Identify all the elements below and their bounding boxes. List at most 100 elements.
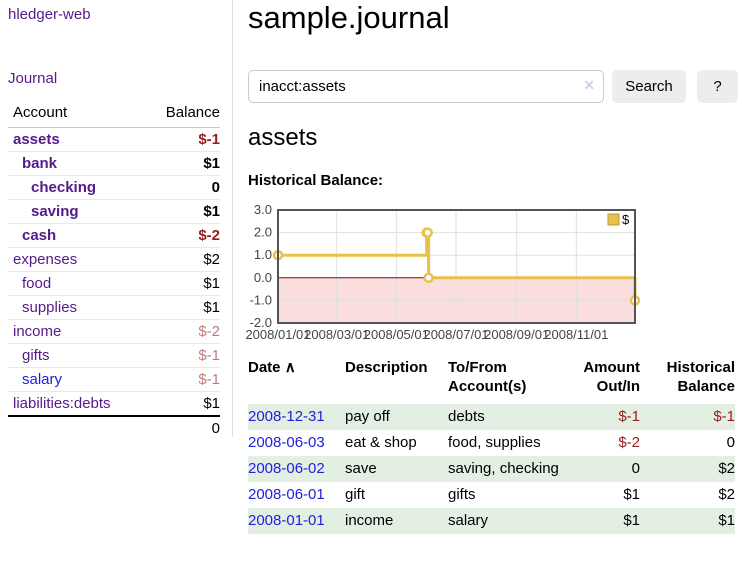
- svg-text:1.0: 1.0: [254, 247, 272, 262]
- app-title-link[interactable]: hledger-web: [8, 6, 91, 23]
- balance-chart: 3.0 2.0 1.0 0.0 -1.0 -2.0 2008/01/01 2008/03/01…: [244, 202, 648, 345]
- account-balance: $2: [203, 251, 220, 268]
- account-link[interactable]: assets: [13, 131, 60, 148]
- transaction-balance: 0: [726, 434, 735, 451]
- register-header-balance: Historical Balance: [666, 359, 735, 395]
- transaction-description: save: [345, 460, 377, 477]
- svg-text:2008/11/01: 2008/11/01: [544, 327, 608, 342]
- account-link[interactable]: food: [22, 275, 52, 292]
- nav-journal-link[interactable]: Journal: [8, 70, 58, 87]
- transaction-amount: $-2: [618, 434, 640, 451]
- svg-text:-2.0: -2.0: [250, 315, 272, 330]
- transaction-accounts: saving, checking: [448, 460, 559, 477]
- accounts-table: Account Balance assets $-1 bank $1 check…: [8, 102, 220, 440]
- account-row: expenses $2: [8, 247, 220, 272]
- transaction-amount: $-1: [618, 408, 640, 425]
- account-balance: $1: [203, 203, 220, 220]
- account-link[interactable]: expenses: [13, 251, 78, 268]
- legend-label: $: [622, 212, 630, 227]
- legend-swatch: [607, 213, 620, 226]
- account-link[interactable]: cash: [22, 227, 57, 244]
- transaction-description: pay off: [345, 408, 390, 425]
- account-link[interactable]: gifts: [22, 347, 50, 364]
- transaction-balance: $-1: [713, 408, 735, 425]
- register-table: Date ∧ Description To/From Account(s) Am…: [248, 358, 735, 534]
- transaction-accounts: gifts: [448, 486, 476, 503]
- account-row: gifts $-1: [8, 343, 220, 368]
- svg-text:2008/01/01: 2008/01/01: [245, 327, 310, 342]
- accounts-header-balance: Balance: [146, 102, 220, 128]
- account-row: cash $-2: [8, 223, 220, 248]
- svg-text:2008/05/01: 2008/05/01: [364, 327, 429, 342]
- register-row: 2008-06-01 gift gifts $1 $2: [248, 482, 735, 508]
- transaction-amount: $1: [623, 512, 640, 529]
- account-balance: $-1: [198, 371, 220, 388]
- account-balance: $-1: [198, 347, 220, 364]
- main-content: sample.journal ✕ Search ? assets Histori…: [245, 0, 742, 582]
- transaction-accounts: food, supplies: [448, 434, 541, 451]
- account-link[interactable]: bank: [22, 155, 58, 172]
- account-link[interactable]: salary: [22, 371, 63, 388]
- search-button[interactable]: Search: [612, 70, 686, 103]
- account-row: salary $-1: [8, 367, 220, 392]
- transaction-accounts: debts: [448, 408, 485, 425]
- register-row: 2008-01-01 income salary $1 $1: [248, 508, 735, 534]
- account-link[interactable]: income: [13, 323, 62, 340]
- transaction-description: gift: [345, 486, 366, 503]
- svg-text:2008/09/01: 2008/09/01: [484, 327, 549, 342]
- register-row: 2008-06-03 eat & shop food, supplies $-2…: [248, 430, 735, 456]
- register-header-date[interactable]: Date ∧: [248, 358, 345, 404]
- svg-text:0.0: 0.0: [254, 270, 272, 285]
- account-row: saving $1: [8, 199, 220, 224]
- svg-text:2008/03/01: 2008/03/01: [304, 327, 369, 342]
- svg-text:3.0: 3.0: [254, 203, 272, 217]
- transaction-date-link[interactable]: 2008-06-03: [248, 434, 325, 451]
- register-row: 2008-06-02 save saving, checking 0 $2: [248, 456, 735, 482]
- search-box: ✕: [248, 70, 604, 103]
- transaction-date-link[interactable]: 2008-01-01: [248, 512, 325, 529]
- account-balance: 0: [211, 179, 220, 196]
- transaction-date-link[interactable]: 2008-06-01: [248, 486, 325, 503]
- transaction-balance: $2: [718, 486, 735, 503]
- date-column-label: Date: [248, 359, 281, 376]
- transaction-balance: $2: [718, 460, 735, 477]
- accounts-total: 0: [146, 415, 220, 440]
- account-balance: $-2: [198, 227, 220, 244]
- account-balance: $1: [203, 395, 220, 412]
- account-link[interactable]: supplies: [22, 299, 78, 316]
- chart-title: Historical Balance:: [248, 172, 384, 189]
- account-row: liabilities:debts $1: [8, 391, 220, 417]
- transaction-balance: $1: [718, 512, 735, 529]
- transaction-amount: 0: [631, 460, 640, 477]
- account-row: checking 0: [8, 175, 220, 200]
- account-balance: $-1: [198, 131, 220, 148]
- account-link[interactable]: checking: [31, 179, 97, 196]
- transaction-amount: $1: [623, 486, 640, 503]
- search-input[interactable]: [248, 70, 604, 103]
- account-link[interactable]: saving: [31, 203, 79, 220]
- sort-asc-icon: ∧: [284, 359, 296, 376]
- account-link[interactable]: liabilities:debts: [13, 395, 111, 412]
- help-button[interactable]: ?: [697, 70, 738, 103]
- clear-search-icon[interactable]: ✕: [583, 77, 595, 93]
- page-title: sample.journal: [248, 0, 450, 35]
- transaction-description: income: [345, 512, 394, 529]
- sidebar: hledger-web Journal Account Balance asse…: [0, 0, 233, 440]
- account-balance: $-2: [198, 323, 220, 340]
- account-balance: $1: [203, 155, 220, 172]
- account-balance: $1: [203, 299, 220, 316]
- account-balance: $1: [203, 275, 220, 292]
- account-row: supplies $1: [8, 295, 220, 320]
- account-row: bank $1: [8, 151, 220, 176]
- transaction-accounts: salary: [448, 512, 489, 529]
- accounts-header-account: Account: [8, 102, 147, 128]
- account-row: assets $-1: [8, 128, 220, 152]
- register-header-accounts: To/From Account(s): [448, 359, 527, 395]
- transaction-date-link[interactable]: 2008-12-31: [248, 408, 325, 425]
- svg-text:-1.0: -1.0: [250, 292, 272, 307]
- chart-svg: 3.0 2.0 1.0 0.0 -1.0 -2.02008/01/012008/03/01…: [245, 202, 641, 342]
- transaction-date-link[interactable]: 2008-06-02: [248, 460, 325, 477]
- register-row: 2008-12-31 pay off debts $-1 $-1: [248, 404, 735, 430]
- account-row: income $-2: [8, 319, 220, 344]
